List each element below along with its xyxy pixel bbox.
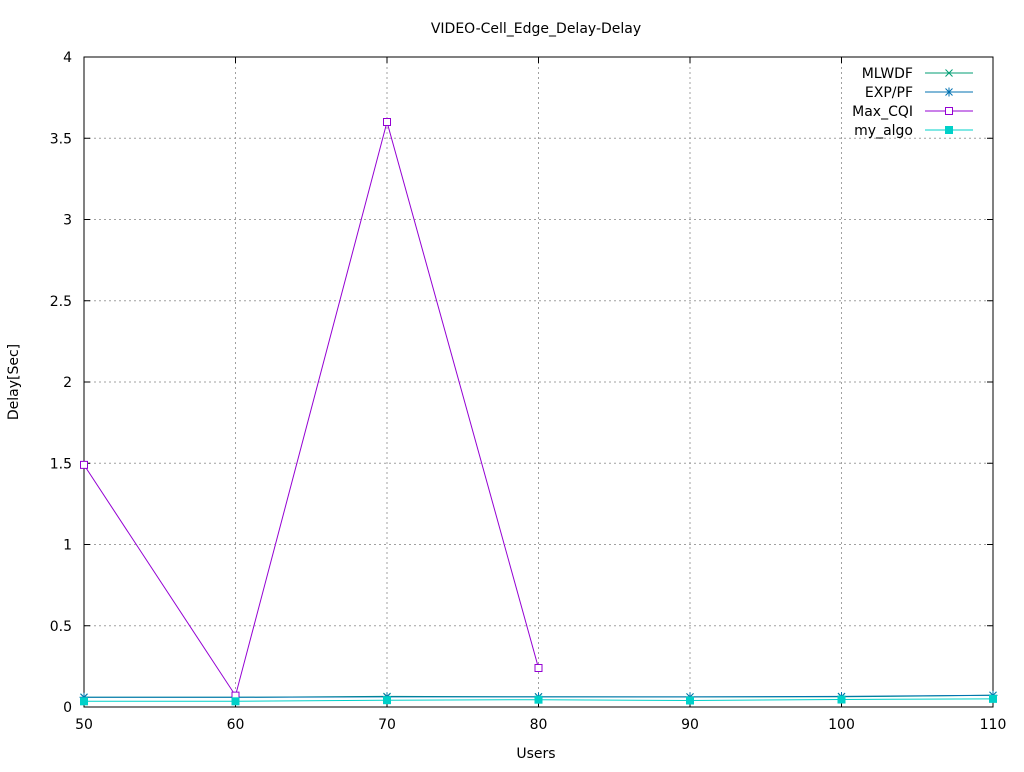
- legend-marker: [945, 69, 953, 77]
- legend-label: Max_CQI: [852, 104, 913, 120]
- data-point: [383, 696, 391, 705]
- y-tick-label: 0.5: [50, 619, 72, 635]
- y-tick-label: 4: [63, 50, 72, 66]
- x-tick-label: 90: [681, 717, 699, 733]
- series-layer: [79, 118, 998, 706]
- x-axis-label: Users: [516, 746, 555, 762]
- data-point: [534, 664, 543, 672]
- x-tick-label: 110: [980, 717, 1007, 733]
- data-point: [383, 118, 391, 126]
- x-tick-label: 100: [828, 717, 855, 733]
- data-point: [989, 694, 997, 703]
- series-line: [83, 120, 539, 697]
- y-tick-label: 3: [63, 213, 72, 229]
- y-tick-label: 2: [63, 375, 72, 391]
- y-axis-label: Delay[Sec]: [6, 344, 22, 420]
- x-tick-label: 70: [378, 717, 396, 733]
- data-point: [80, 460, 88, 469]
- x-tick-label: 50: [75, 717, 93, 733]
- grid-layer: [84, 57, 993, 707]
- ticks-layer: 50 60 70 80 90 100 110 0 0.5 1 1.5 2 2.5 3 3.5 4: [50, 50, 1007, 733]
- data-point: [837, 695, 846, 704]
- legend-marker-stroke: [945, 69, 953, 77]
- x-tick-label: 80: [530, 717, 548, 733]
- y-tick-label: 0: [63, 700, 72, 716]
- legend: MLWDF EXP/PF Max_CQI my_algo: [852, 66, 973, 139]
- legend-marker: [944, 87, 954, 97]
- legend-marker: [945, 126, 953, 134]
- data-point: [80, 697, 88, 706]
- data-point: [231, 697, 240, 706]
- series-3: [80, 694, 997, 706]
- legend-label: my_algo: [854, 123, 913, 139]
- y-tick-label: 2.5: [50, 294, 72, 310]
- y-tick-label: 3.5: [50, 131, 72, 147]
- data-point: [534, 695, 543, 704]
- data-point: [686, 696, 694, 705]
- legend-label: MLWDF: [862, 66, 913, 82]
- y-tick-label: 1.5: [50, 456, 72, 472]
- legend-marker: [945, 107, 953, 115]
- y-tick-label: 1: [63, 538, 72, 554]
- series-2: [80, 118, 543, 700]
- chart-title: VIDEO-Cell_Edge_Delay-Delay: [431, 21, 641, 37]
- legend-label: EXP/PF: [865, 85, 913, 101]
- x-tick-label: 60: [227, 717, 245, 733]
